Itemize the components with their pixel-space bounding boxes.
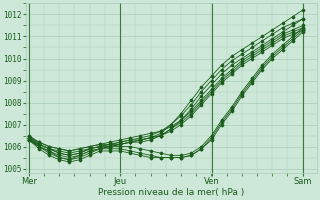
X-axis label: Pression niveau de la mer( hPa ): Pression niveau de la mer( hPa ) bbox=[98, 188, 244, 197]
